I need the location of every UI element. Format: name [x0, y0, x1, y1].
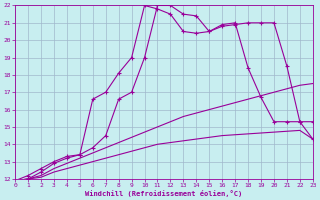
- X-axis label: Windchill (Refroidissement éolien,°C): Windchill (Refroidissement éolien,°C): [85, 190, 243, 197]
